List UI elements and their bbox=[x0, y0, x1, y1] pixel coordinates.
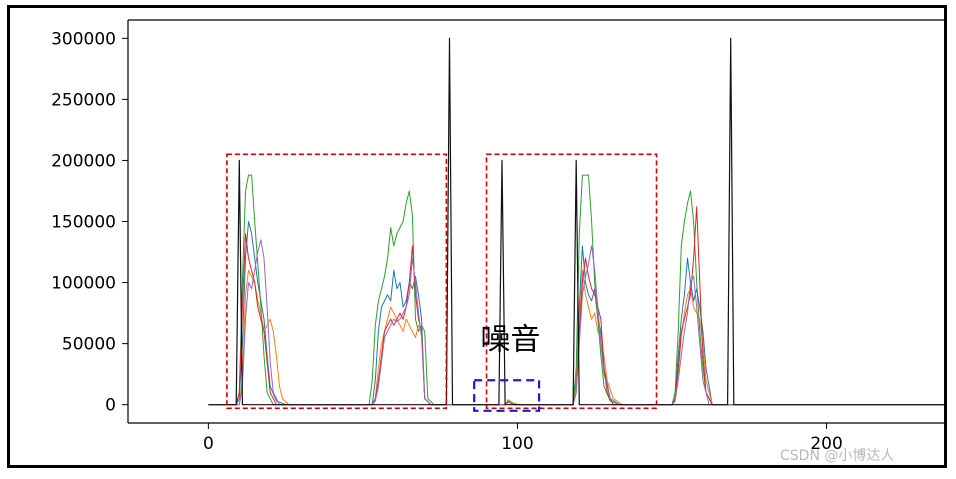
series-layer bbox=[208, 37, 944, 406]
annotation-box-1 bbox=[226, 153, 448, 410]
y-tick-label: 0 bbox=[105, 396, 116, 416]
axes bbox=[127, 19, 944, 424]
line-chart: 噪音 0500001000001500002000002500003000000… bbox=[51, 19, 944, 464]
x-tick-label: 100 bbox=[501, 434, 533, 454]
x-tick-label: 0 bbox=[203, 434, 214, 454]
series-line-6 bbox=[208, 37, 944, 406]
y-tick-label: 150000 bbox=[51, 213, 116, 233]
watermark-text: CSDN @小博达人 bbox=[780, 447, 894, 464]
series-line-5 bbox=[208, 239, 944, 406]
x-tick-label: 200 bbox=[810, 434, 842, 454]
annotation-label: 噪音 bbox=[480, 323, 540, 358]
tick-layer: 0 50000 100000 150000 200000 250000 300000 0 100… bbox=[51, 29, 843, 454]
figure-frame: 噪音 0 50000 100000 150000 200000 250000 300000 0… bbox=[7, 5, 947, 468]
annotation-box-2 bbox=[485, 153, 658, 410]
y-tick-label: 100000 bbox=[51, 274, 116, 294]
annotation-layer: 噪音 bbox=[226, 153, 658, 412]
y-tick-label: 300000 bbox=[51, 29, 116, 49]
y-tick-label: 250000 bbox=[51, 90, 116, 110]
annotation-box-3 bbox=[473, 379, 541, 412]
y-tick-label: 50000 bbox=[62, 335, 116, 355]
y-tick-label: 200000 bbox=[51, 151, 116, 171]
series-line-3 bbox=[208, 174, 944, 406]
